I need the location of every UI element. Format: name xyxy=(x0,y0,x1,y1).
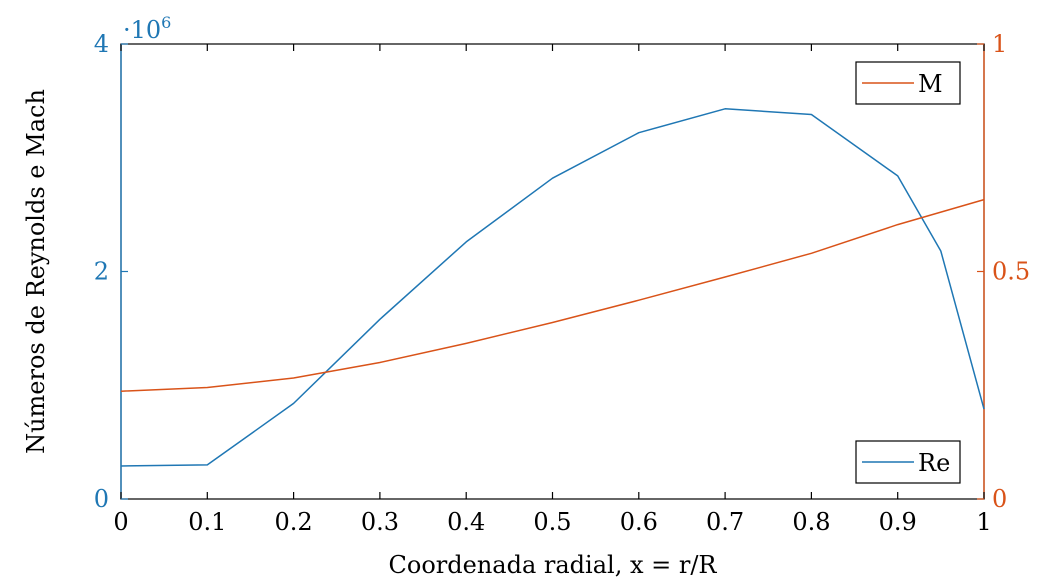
x-tick-label: 0.5 xyxy=(533,508,571,536)
x-tick-label: 0.8 xyxy=(792,508,830,536)
x-tick-label: 0 xyxy=(113,508,128,536)
x-tick-label: 0.2 xyxy=(275,508,313,536)
left-y-tick-label: 4 xyxy=(94,30,109,58)
left-axis-scale-prefix: ·10 xyxy=(123,16,161,44)
x-tick-label: 0.4 xyxy=(447,508,485,536)
legend-label: Re xyxy=(918,449,950,477)
x-tick-label: 0.1 xyxy=(188,508,226,536)
plot-area-frame xyxy=(120,43,985,500)
right-y-tick-label: 1 xyxy=(992,30,1007,58)
left-y-tick-label: 2 xyxy=(94,258,109,286)
x-tick-label: 0.7 xyxy=(706,508,744,536)
x-tick-label: 0.3 xyxy=(361,508,399,536)
left-y-tick-label: 0 xyxy=(94,485,109,513)
left-axis-scale-label: ·106 xyxy=(123,13,171,44)
legend-label: M xyxy=(918,70,943,98)
legend-re: Re xyxy=(855,440,961,484)
right-y-tick-label: 0 xyxy=(992,485,1007,513)
y-axis-title: Números de Reynolds e Mach xyxy=(22,89,50,454)
x-tick-label: 1 xyxy=(976,508,991,536)
x-tick-label: 0.6 xyxy=(620,508,658,536)
x-axis-title: Coordenada radial, x = r/R xyxy=(389,551,718,579)
series-line-m xyxy=(120,198,985,392)
series-line-re xyxy=(120,108,985,467)
x-tick-label: 0.9 xyxy=(879,508,917,536)
left-axis-scale-exponent: 6 xyxy=(161,13,171,32)
legend-m: M xyxy=(855,61,961,105)
right-y-tick-label: 0.5 xyxy=(992,258,1030,286)
